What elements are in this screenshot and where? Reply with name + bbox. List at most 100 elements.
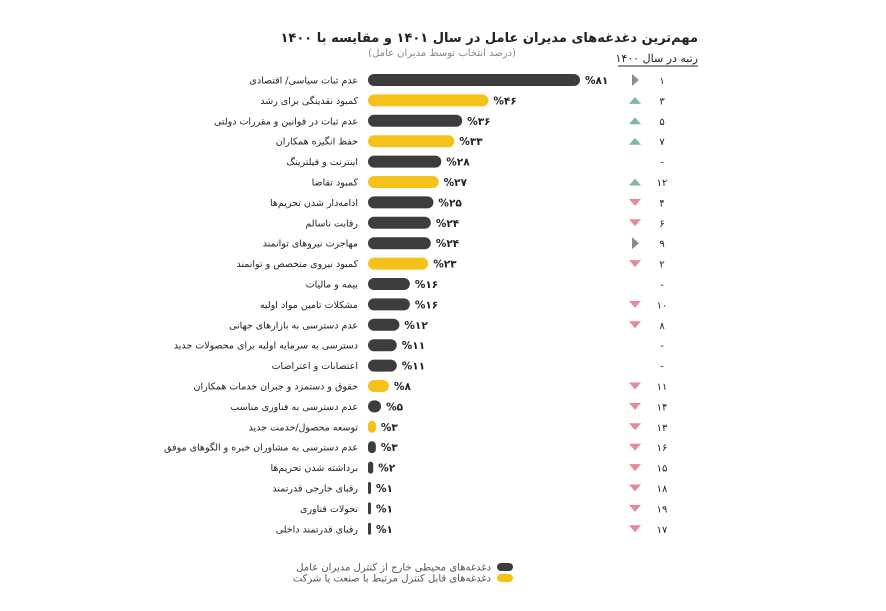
chart-row: برداشته شدن تحریم‌ها %۲ ۱۵ [270, 461, 668, 475]
value-label: %۳ [381, 442, 399, 454]
legend-item: دغدغه‌های قابل کنترل مرتبط با صنعت یا شر… [293, 574, 513, 585]
chart-row: رقابت ناسالم %۲۴ ۶ [305, 216, 665, 230]
trend-down-icon [629, 504, 641, 512]
value-label: %۱۶ [415, 279, 438, 291]
chart-row: کمبود تقاضا %۲۷ ۱۲ [312, 176, 668, 189]
category-label: مهاجرت نیروهای توانمند [263, 239, 358, 250]
category-label: تحولات فناوری [300, 504, 358, 515]
trend-down-icon [629, 525, 641, 533]
chart-row: عدم دسترسی به مشاوران خبره و الگوهای موف… [164, 441, 667, 454]
category-label: اینترنت و فیلترینگ [286, 156, 358, 168]
trend-up-icon [629, 96, 641, 104]
trend-down-icon [629, 423, 641, 431]
rank-1400-label: ۱۸ [657, 484, 668, 495]
legend-swatch [497, 574, 513, 582]
bar [368, 441, 376, 454]
category-label: کمبود تقاضا [312, 178, 359, 189]
value-label: %۱ [376, 483, 393, 495]
category-label: عدم ثبات سیاسی/ اقتصادی [249, 76, 358, 87]
rank-1400-label: ۱۲ [657, 178, 668, 189]
bar [368, 522, 371, 535]
chart-row: حفظ انگیزه همکاران %۳۳ ۷ [276, 135, 665, 148]
bar [368, 380, 389, 392]
category-label: مشکلات تامین مواد اولیه [260, 300, 358, 311]
value-label: %۲۴ [436, 218, 460, 230]
bar [368, 135, 455, 148]
rank-1400-label: ۱۰ [657, 300, 668, 311]
bar [368, 339, 397, 352]
bar [368, 461, 374, 474]
chart-row: تحولات فناوری %۱ ۱۹ [300, 502, 667, 515]
value-label: %۱۲ [404, 320, 428, 332]
rank-1400-label: - [660, 280, 664, 291]
value-label: %۱ [376, 503, 393, 515]
trend-down-icon [629, 484, 641, 492]
legend-label: دغدغه‌های قابل کنترل مرتبط با صنعت یا شر… [293, 574, 491, 585]
legend-label: دغدغه‌های محیطی خارج از کنترل مدیران عام… [296, 563, 491, 574]
trend-down-icon [629, 300, 641, 308]
bar [368, 278, 410, 290]
chart-row: عدم دسترسی به فناوری مناسب %۵ ۱۴ [230, 400, 667, 413]
trend-up-icon [629, 178, 641, 186]
chart-rows: عدم ثبات سیاسی/ اقتصادی %۸۱ ۱ کمبود نقدینگی… [164, 74, 668, 536]
rank-1400-label: ۱۶ [657, 443, 668, 454]
bar [368, 114, 463, 127]
category-label: رقبای قدرتمند داخلی [276, 524, 359, 535]
category-label: عدم دسترسی به مشاوران خبره و الگوهای موف… [164, 442, 358, 454]
chart-row: اینترنت و فیلترینگ %۲۸ - [286, 155, 664, 169]
value-label: %۳۶ [467, 116, 490, 128]
chart-row: بیمه و مالیات %۱۶ - [306, 278, 664, 291]
rank-1400-label: ۱۵ [657, 464, 668, 475]
chart-row: توسعه محصول/خدمت جدید %۳ ۱۳ [249, 420, 668, 434]
trend-down-icon [629, 198, 641, 206]
bar [368, 420, 376, 433]
bar [368, 176, 439, 188]
chart-row: دسترسی به سرمایه اولیه برای محصولات جدید… [174, 339, 664, 352]
value-label: %۲۷ [444, 177, 468, 189]
value-label: %۳۳ [459, 136, 483, 148]
chart-row: ادامه‌دار شدن تحریم‌ها %۲۵ ۴ [270, 196, 665, 209]
bar [368, 482, 371, 494]
rank-1400-label: ۶ [659, 219, 664, 230]
value-label: %۲۳ [433, 259, 457, 271]
trend-down-icon [629, 464, 641, 472]
value-label: %۱۶ [415, 299, 438, 311]
chart-row: رقبای قدرتمند داخلی %۱ ۱۷ [276, 522, 668, 536]
legend: دغدغه‌های محیطی خارج از کنترل مدیران عام… [293, 563, 513, 585]
bar [368, 298, 410, 311]
chart-subtitle: (درصد انتخاب توسط مدیران عامل) [368, 48, 516, 59]
trend-down-icon [629, 382, 641, 390]
rank-column-header: رتبه در سال ۱۴۰۰ [616, 52, 699, 65]
chart-row: عدم ثبات سیاسی/ اقتصادی %۸۱ ۱ [249, 74, 665, 87]
rank-1400-label: ۵ [659, 117, 664, 128]
rank-1400-label: ۴ [659, 198, 664, 209]
rank-1400-label: ۱۷ [657, 525, 668, 536]
trend-down-icon [629, 321, 641, 329]
rank-1400-label: ۱۹ [657, 504, 668, 515]
chart-row: حقوق و دستمزد و جبران خدمات همکاران %۸ ۱۱ [193, 380, 667, 393]
trend-same-icon [632, 237, 639, 250]
bar [368, 502, 371, 515]
rank-1400-label: ۱۱ [657, 382, 668, 393]
chart-row: کمبود نقدینگی برای رشد %۴۶ ۳ [260, 94, 665, 107]
trend-down-icon [629, 219, 641, 227]
trend-same-icon [632, 74, 639, 86]
category-label: عدم دسترسی به فناوری مناسب [230, 402, 358, 413]
legend-item: دغدغه‌های محیطی خارج از کنترل مدیران عام… [296, 563, 513, 574]
bar [368, 359, 397, 372]
bar [368, 257, 429, 270]
bar [368, 196, 434, 209]
chart-row: اعتصابات و اعتراضات %۱۱ - [272, 359, 664, 373]
trend-down-icon [629, 443, 641, 451]
rank-1400-label: ۱۳ [657, 423, 668, 434]
bar [368, 216, 431, 229]
category-label: عدم ثبات در قوانین و مقررات دولتی [214, 116, 358, 127]
value-label: %۵ [386, 401, 404, 413]
value-label: %۲۸ [446, 157, 470, 169]
chart-title: مهم‌ترین دغدغه‌های مدیران عامل در سال ۱۴… [281, 31, 699, 46]
value-label: %۱ [376, 524, 393, 536]
legend-swatch [497, 563, 513, 571]
category-label: رقابت ناسالم [305, 218, 358, 229]
